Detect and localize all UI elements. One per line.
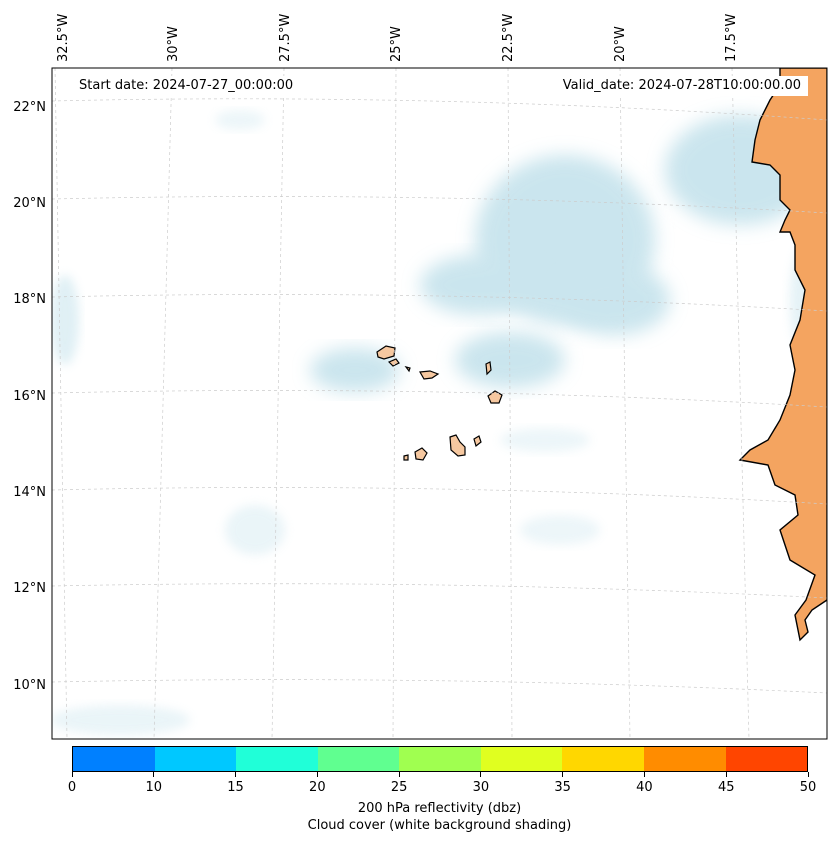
lat-label: 16°N bbox=[13, 389, 46, 404]
island-fogo bbox=[414, 447, 428, 461]
colorbar-tick-label: 45 bbox=[717, 780, 735, 795]
cloud-patch bbox=[215, 110, 265, 130]
gridline-lon bbox=[507, 68, 513, 739]
colorbar-tick-label: 50 bbox=[799, 780, 817, 795]
colorbar-segment bbox=[643, 747, 726, 771]
gridline-lon bbox=[153, 68, 173, 739]
gridline-lat bbox=[52, 583, 827, 599]
island-brava bbox=[403, 454, 409, 461]
island-boa-vista bbox=[487, 390, 503, 404]
lat-label: 12°N bbox=[13, 581, 46, 596]
island-sal bbox=[485, 361, 492, 376]
colorbar-segment bbox=[480, 747, 563, 771]
mainland-africa bbox=[738, 68, 827, 642]
gridline-lat bbox=[52, 294, 827, 312]
colorbar-tick-label: 10 bbox=[145, 780, 163, 795]
colorbar-tick bbox=[316, 772, 318, 777]
colorbar-segment bbox=[154, 747, 237, 771]
start-date-label: Start date: 2024-07-27_00:00:00 bbox=[72, 76, 301, 96]
gridline-lat bbox=[52, 390, 827, 408]
cloud-patch bbox=[455, 332, 565, 388]
lon-label: 32.5°W bbox=[56, 14, 71, 62]
graticule bbox=[52, 68, 827, 739]
lon-label: 30°W bbox=[166, 26, 181, 62]
colorbar-segment bbox=[562, 747, 644, 771]
cloud-patch bbox=[500, 428, 590, 452]
lon-label: 17.5°W bbox=[724, 14, 739, 62]
colorbar-tick-label: 0 bbox=[67, 780, 77, 795]
gridline-lon bbox=[619, 68, 631, 739]
colorbar-tick bbox=[562, 772, 564, 777]
lat-label: 20°N bbox=[13, 196, 46, 211]
cloud-patch bbox=[52, 705, 190, 735]
cloud-patch bbox=[420, 255, 540, 315]
colorbar-tick bbox=[153, 772, 155, 777]
gridline-lat bbox=[52, 98, 827, 121]
gridline-lon bbox=[54, 68, 68, 739]
cloud-patch bbox=[225, 505, 285, 555]
colorbar-tick bbox=[398, 772, 400, 777]
island-sao-vicente bbox=[387, 358, 400, 367]
colorbar-tick-label: 15 bbox=[227, 780, 244, 795]
gridline-lat bbox=[52, 679, 827, 694]
cloud-patch bbox=[52, 275, 79, 365]
colorbar-tick bbox=[235, 772, 237, 777]
cloud-patch bbox=[560, 265, 670, 335]
lat-labels: 22°N 20°N 18°N 16°N 14°N 12°N 10°N bbox=[13, 100, 46, 693]
gridline-lat bbox=[52, 196, 827, 214]
colorbar-tick-label: 30 bbox=[472, 780, 490, 795]
gridline-lon bbox=[392, 68, 397, 739]
lat-label: 18°N bbox=[13, 292, 46, 307]
colorbar-tick-label: 35 bbox=[554, 780, 571, 795]
cloud-patch bbox=[520, 515, 600, 545]
cape-verde-islands bbox=[376, 345, 503, 461]
colorbar-tick bbox=[71, 772, 73, 777]
lat-label: 14°N bbox=[13, 485, 46, 500]
lon-label: 22.5°W bbox=[501, 14, 516, 62]
island-maio bbox=[473, 435, 482, 448]
colorbar-segment bbox=[73, 747, 155, 771]
lon-label: 20°W bbox=[613, 26, 628, 62]
colorbar-sublabel: Cloud cover (white background shading) bbox=[307, 818, 572, 833]
map-frame bbox=[51, 67, 828, 740]
colorbar-tick bbox=[643, 772, 645, 777]
lon-label: 25°W bbox=[389, 26, 404, 62]
lon-label: 27.5°W bbox=[278, 14, 293, 62]
island-santiago bbox=[449, 434, 466, 457]
colorbar-tick-label: 25 bbox=[390, 780, 408, 795]
colorbar-tick-label: 20 bbox=[309, 780, 326, 795]
colorbar-tick-label: 40 bbox=[636, 780, 653, 795]
colorbar-segment bbox=[317, 747, 400, 771]
cloud-patch bbox=[310, 348, 400, 392]
colorbar-segment bbox=[399, 747, 481, 771]
lon-labels: 32.5°W 30°W 27.5°W 25°W 22.5°W 20°W 17.5… bbox=[56, 14, 739, 62]
lat-label: 10°N bbox=[13, 678, 46, 693]
lat-label: 22°N bbox=[13, 100, 46, 115]
valid-date-label: Valid_date: 2024-07-28T10:00:00.00 bbox=[555, 76, 808, 96]
island-santa-luzia bbox=[404, 366, 411, 373]
gridline-lon bbox=[731, 68, 750, 739]
colorbar-segment bbox=[725, 747, 808, 771]
island-santo-antao bbox=[376, 345, 396, 360]
colorbar-tick bbox=[725, 772, 727, 777]
island-sao-nicolau bbox=[419, 370, 440, 380]
colorbar bbox=[72, 746, 808, 772]
gridline-lat bbox=[52, 487, 827, 505]
colorbar-segment bbox=[236, 747, 318, 771]
colorbar-tick bbox=[807, 772, 809, 777]
gridline-lon bbox=[271, 68, 285, 739]
colorbar-tick bbox=[480, 772, 482, 777]
colorbar-label: 200 hPa reflectivity (dbz) bbox=[357, 801, 522, 816]
